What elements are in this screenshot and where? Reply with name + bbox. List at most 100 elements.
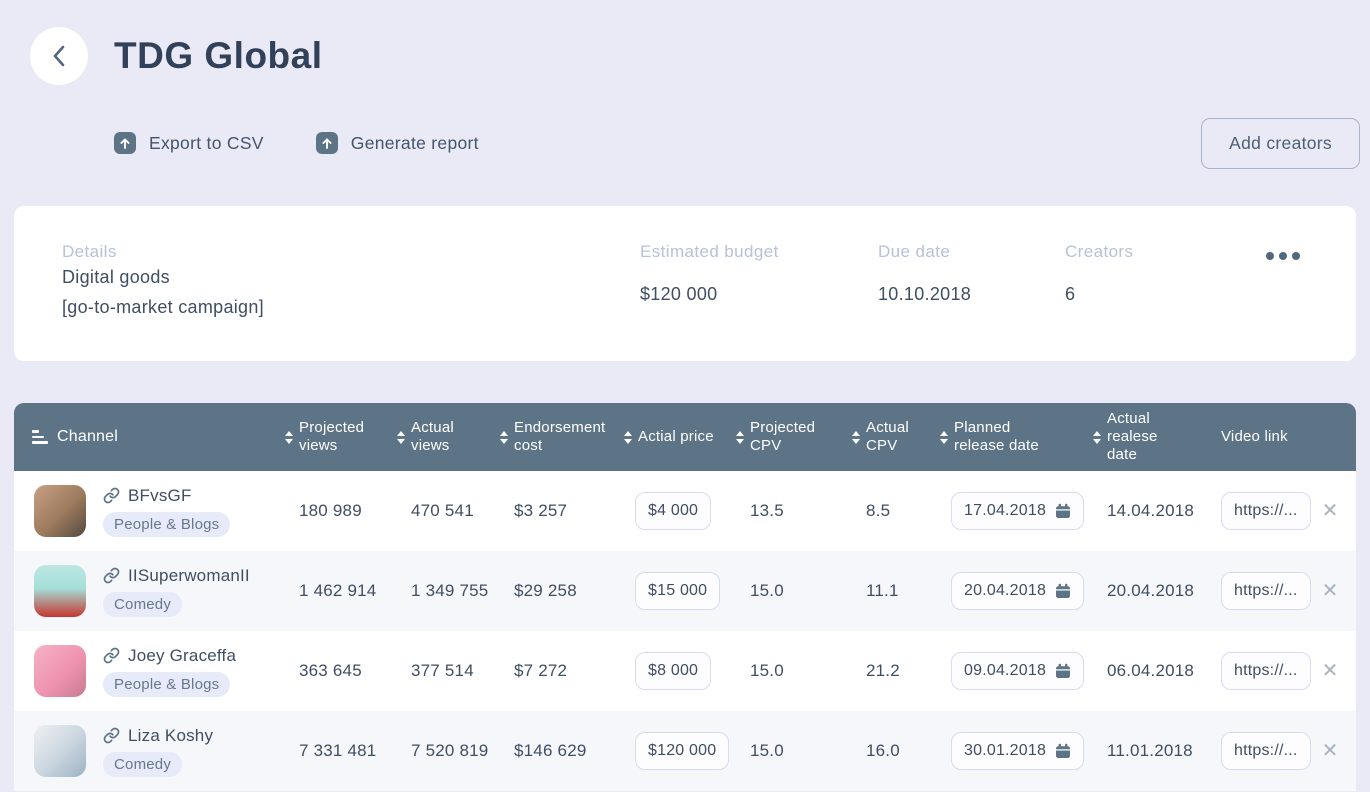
planned-release-date-input[interactable]: 30.01.2018	[951, 732, 1084, 770]
column-header-remove	[1304, 403, 1356, 471]
category-badge: People & Blogs	[103, 512, 230, 537]
cell-projected-views: 180 989	[282, 471, 394, 551]
column-header-endorsement-cost[interactable]: Endorsement cost	[497, 403, 621, 471]
column-label-actual-realese-date: Actual realese date	[1107, 410, 1171, 463]
cell-video-link: https://...	[1209, 551, 1304, 631]
cell-projected-views: 1 462 914	[282, 551, 394, 631]
sort-icon	[939, 431, 948, 444]
toolbar-left: Export to CSV Generate report	[114, 132, 479, 154]
channel-name-link[interactable]: BFvsGF	[128, 486, 192, 506]
remove-row-button[interactable]: ✕	[1318, 577, 1343, 605]
planned-release-date-input[interactable]: 09.04.2018	[951, 652, 1084, 690]
calendar-icon	[1055, 583, 1071, 599]
table-row: Joey Graceffa People & Blogs 363 645 377…	[14, 631, 1356, 711]
column-label-endorsement-cost: Endorsement cost	[514, 419, 617, 454]
avatar	[34, 565, 86, 617]
calendar-icon	[1055, 663, 1071, 679]
generate-report-button[interactable]: Generate report	[316, 132, 479, 154]
column-header-actual-views[interactable]: Actual views	[394, 403, 497, 471]
link-icon[interactable]	[103, 567, 120, 584]
actial-price-input[interactable]: $8 000	[635, 652, 711, 690]
sort-icon	[396, 431, 405, 444]
cell-video-link: https://...	[1209, 471, 1304, 551]
calendar-icon	[1055, 743, 1071, 759]
cell-actial-price: $120 000	[621, 711, 733, 791]
cell-actual-realese-date: 20.04.2018	[1090, 551, 1209, 631]
column-header-projected-views[interactable]: Projected views	[282, 403, 394, 471]
avatar	[34, 645, 86, 697]
column-header-video-link: Video link	[1209, 403, 1304, 471]
column-label-projected-views: Projected views	[299, 419, 390, 454]
cell-projected-cpv: 15.0	[733, 551, 849, 631]
remove-row-button[interactable]: ✕	[1318, 737, 1343, 765]
export-csv-button[interactable]: Export to CSV	[114, 132, 264, 154]
cell-projected-cpv: 13.5	[733, 471, 849, 551]
ellipsis-icon	[1266, 252, 1274, 260]
cell-actial-price: $4 000	[621, 471, 733, 551]
campaign-page: TDG Global Export to CSV Generate report	[0, 0, 1370, 792]
table-row: IISuperwomanII Comedy 1 462 914 1 349 75…	[14, 551, 1356, 631]
channel-name-link[interactable]: IISuperwomanII	[128, 566, 250, 586]
column-header-channel[interactable]: Channel	[14, 403, 282, 471]
column-label-actial-price: Actial price	[638, 428, 714, 446]
actial-price-input[interactable]: $120 000	[635, 732, 729, 770]
creators-field: Creators 6	[1065, 242, 1133, 309]
column-header-actual-cpv[interactable]: Actual CPV	[849, 403, 937, 471]
sort-icon	[851, 431, 860, 444]
cell-remove: ✕	[1304, 471, 1356, 551]
video-link-input[interactable]: https://...	[1221, 572, 1311, 610]
chevron-left-icon	[49, 43, 69, 69]
channel-name-link[interactable]: Joey Graceffa	[128, 646, 236, 666]
video-link-input[interactable]: https://...	[1221, 492, 1311, 530]
category-badge: Comedy	[103, 752, 182, 777]
due-date-label: Due date	[878, 242, 971, 262]
video-link-input[interactable]: https://...	[1221, 652, 1311, 690]
column-label-actual-cpv: Actual CPV	[866, 419, 933, 454]
details-value-line1: Digital goods	[62, 262, 264, 292]
cell-actual-views: 7 520 819	[394, 711, 497, 791]
channel-name-link[interactable]: Liza Koshy	[128, 726, 213, 746]
page-header: TDG Global	[0, 26, 1370, 86]
due-date-value: 10.10.2018	[878, 279, 971, 309]
actial-price-input[interactable]: $15 000	[635, 572, 720, 610]
cell-actial-price: $15 000	[621, 551, 733, 631]
link-icon[interactable]	[103, 647, 120, 664]
cell-projected-views: 7 331 481	[282, 711, 394, 791]
link-icon[interactable]	[103, 727, 120, 744]
sort-icon	[735, 431, 744, 444]
column-header-planned-release-date[interactable]: Planned release date	[937, 403, 1090, 471]
export-csv-label: Export to CSV	[149, 133, 264, 154]
planned-release-date-input[interactable]: 17.04.2018	[951, 492, 1084, 530]
add-creators-button[interactable]: Add creators	[1201, 118, 1360, 169]
toolbar: Export to CSV Generate report Add creato…	[0, 118, 1370, 168]
video-link-input[interactable]: https://...	[1221, 732, 1311, 770]
table-row: BFvsGF People & Blogs 180 989 470 541 $3…	[14, 471, 1356, 551]
column-label-projected-cpv: Projected CPV	[750, 419, 845, 454]
cell-actual-cpv: 8.5	[849, 471, 937, 551]
cell-video-link: https://...	[1209, 631, 1304, 711]
estimated-budget-value: $120 000	[640, 279, 779, 309]
category-badge: Comedy	[103, 592, 182, 617]
planned-release-date-input[interactable]: 20.04.2018	[951, 572, 1084, 610]
column-header-actial-price[interactable]: Actial price	[621, 403, 733, 471]
generate-report-label: Generate report	[351, 133, 479, 154]
details-label: Details	[62, 242, 264, 262]
creators-table: Channel Projected views Actual views End…	[14, 403, 1356, 791]
cell-video-link: https://...	[1209, 711, 1304, 791]
cell-endorsement-cost: $3 257	[497, 471, 621, 551]
cell-endorsement-cost: $29 258	[497, 551, 621, 631]
remove-row-button[interactable]: ✕	[1318, 657, 1343, 685]
remove-row-button[interactable]: ✕	[1318, 497, 1343, 525]
back-button[interactable]	[30, 27, 88, 85]
more-options-button[interactable]	[1262, 248, 1304, 264]
creators-label: Creators	[1065, 242, 1133, 262]
table-header-row: Channel Projected views Actual views End…	[14, 403, 1356, 471]
channel-cell: BFvsGF People & Blogs	[14, 471, 282, 551]
column-header-projected-cpv[interactable]: Projected CPV	[733, 403, 849, 471]
column-label-channel: Channel	[57, 428, 118, 447]
link-icon[interactable]	[103, 487, 120, 504]
cell-actual-cpv: 11.1	[849, 551, 937, 631]
cell-remove: ✕	[1304, 551, 1356, 631]
column-header-actual-realese-date[interactable]: Actual realese date	[1090, 403, 1209, 471]
actial-price-input[interactable]: $4 000	[635, 492, 711, 530]
